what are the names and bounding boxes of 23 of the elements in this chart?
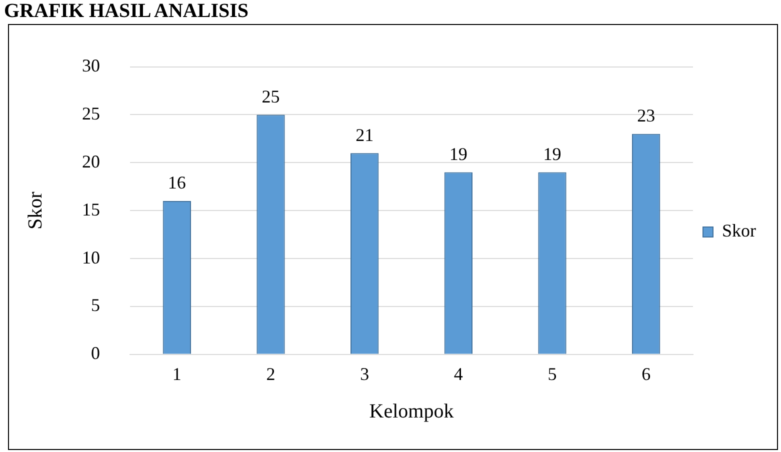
x-tick-label: 6 [642,364,651,384]
data-label: 19 [449,144,468,164]
x-tick-label: 4 [454,364,463,384]
y-tick-label: 20 [82,151,100,172]
x-axis-title: Kelompok [369,400,454,422]
y-tick-label: 30 [82,56,100,76]
x-tick-label: 3 [360,364,370,384]
data-label: 23 [637,106,656,126]
data-label: 21 [356,124,374,145]
chart-title: GRAFIK HASIL ANALISIS [4,0,249,22]
data-label: 16 [168,172,186,193]
y-tick-label: 5 [91,295,100,316]
data-label: 25 [262,86,280,106]
y-tick-label: 25 [82,103,100,124]
y-tick-label: 0 [91,343,100,364]
x-tick-label: 1 [172,364,182,384]
x-tick-label: 5 [548,364,557,384]
y-axis-title: Skor [24,191,46,230]
legend-label: Skor [722,220,756,241]
data-label: 19 [543,144,562,164]
x-tick-label: 2 [266,364,276,384]
y-tick-label: 10 [82,247,100,268]
y-tick-label: 15 [82,199,100,220]
